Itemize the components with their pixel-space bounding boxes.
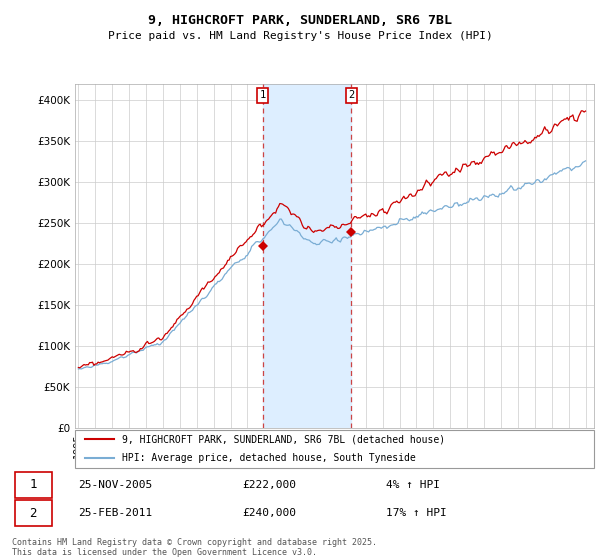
FancyBboxPatch shape <box>15 472 52 498</box>
Text: 9, HIGHCROFT PARK, SUNDERLAND, SR6 7BL (detached house): 9, HIGHCROFT PARK, SUNDERLAND, SR6 7BL (… <box>122 434 445 444</box>
Text: 2: 2 <box>348 90 355 100</box>
Text: HPI: Average price, detached house, South Tyneside: HPI: Average price, detached house, Sout… <box>122 453 415 463</box>
Text: 1: 1 <box>260 90 266 100</box>
Text: 1: 1 <box>29 478 37 491</box>
Text: Contains HM Land Registry data © Crown copyright and database right 2025.
This d: Contains HM Land Registry data © Crown c… <box>12 538 377 557</box>
Text: 4% ↑ HPI: 4% ↑ HPI <box>386 480 440 490</box>
Text: £222,000: £222,000 <box>242 480 296 490</box>
Text: 2: 2 <box>29 507 37 520</box>
Bar <box>263 84 352 428</box>
Text: £240,000: £240,000 <box>242 508 296 518</box>
Text: 25-NOV-2005: 25-NOV-2005 <box>78 480 152 490</box>
Text: 25-FEB-2011: 25-FEB-2011 <box>78 508 152 518</box>
Text: Price paid vs. HM Land Registry's House Price Index (HPI): Price paid vs. HM Land Registry's House … <box>107 31 493 41</box>
FancyBboxPatch shape <box>75 430 594 468</box>
Text: 17% ↑ HPI: 17% ↑ HPI <box>386 508 447 518</box>
Text: 9, HIGHCROFT PARK, SUNDERLAND, SR6 7BL: 9, HIGHCROFT PARK, SUNDERLAND, SR6 7BL <box>148 14 452 27</box>
FancyBboxPatch shape <box>15 500 52 526</box>
